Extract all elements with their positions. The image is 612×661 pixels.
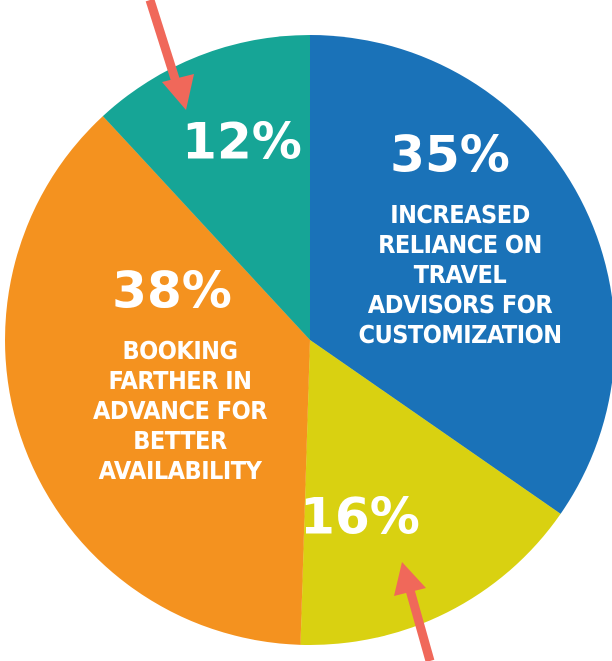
pie-slice (310, 35, 612, 514)
pie-slice (300, 340, 561, 645)
slice-label: BOOKING FARTHER IN ADVANCE FOR BETTER AV… (92, 336, 268, 485)
value-label: 12% (182, 113, 302, 171)
arrow (394, 562, 435, 661)
pie-slice (4, 116, 310, 645)
value-label: 38% (112, 262, 232, 320)
arrow (145, 0, 194, 110)
labels: 35% 16% 38% 12% (112, 113, 510, 546)
pie-slice (102, 35, 310, 340)
value-label: 16% (300, 488, 420, 546)
pie (4, 35, 612, 645)
value-label: 35% (390, 126, 510, 184)
slice-label: INCREASED RELIANCE ON TRAVEL ADVISORS FO… (358, 200, 562, 349)
